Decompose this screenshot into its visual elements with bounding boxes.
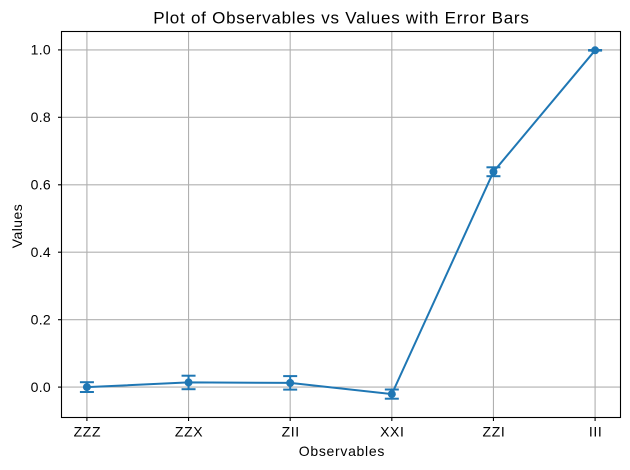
- svg-text:Plot of Observables vs Values: Plot of Observables vs Values with Error…: [153, 8, 529, 27]
- svg-text:Values: Values: [9, 204, 25, 248]
- svg-text:0.2: 0.2: [31, 312, 51, 328]
- svg-text:Observables: Observables: [299, 443, 385, 459]
- svg-text:ZZX: ZZX: [175, 424, 203, 440]
- svg-text:ZZZ: ZZZ: [74, 424, 101, 440]
- svg-text:0.0: 0.0: [31, 379, 51, 395]
- svg-text:1.0: 1.0: [31, 42, 51, 58]
- svg-text:0.4: 0.4: [31, 244, 51, 260]
- svg-text:ZZI: ZZI: [483, 424, 506, 440]
- svg-text:ZII: ZII: [282, 424, 300, 440]
- svg-text:0.6: 0.6: [31, 177, 51, 193]
- svg-text:XXI: XXI: [380, 424, 404, 440]
- svg-text:0.8: 0.8: [31, 109, 51, 125]
- svg-text:III: III: [589, 424, 602, 440]
